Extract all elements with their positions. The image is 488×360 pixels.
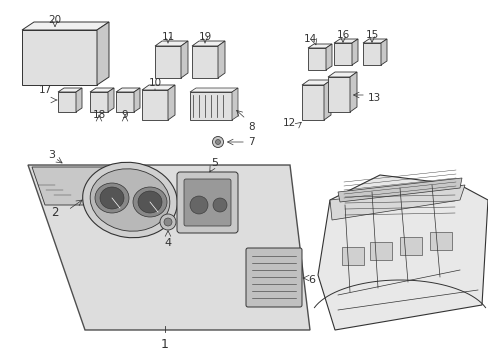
Polygon shape	[307, 48, 325, 70]
Polygon shape	[302, 85, 324, 120]
Polygon shape	[325, 44, 331, 70]
Polygon shape	[302, 80, 330, 85]
Polygon shape	[327, 72, 356, 77]
Polygon shape	[22, 22, 109, 30]
Ellipse shape	[100, 187, 124, 209]
Ellipse shape	[163, 218, 172, 226]
FancyBboxPatch shape	[183, 179, 230, 226]
Polygon shape	[327, 77, 349, 112]
Text: 2: 2	[51, 206, 59, 219]
Bar	[429, 232, 451, 250]
Ellipse shape	[160, 214, 176, 230]
Polygon shape	[168, 85, 175, 120]
Polygon shape	[108, 88, 114, 112]
Polygon shape	[134, 88, 140, 112]
Polygon shape	[58, 92, 76, 112]
Ellipse shape	[133, 187, 167, 217]
Polygon shape	[349, 72, 356, 112]
Text: 17: 17	[39, 85, 52, 95]
Ellipse shape	[90, 169, 169, 231]
Polygon shape	[218, 41, 224, 78]
Polygon shape	[192, 41, 224, 46]
Text: 6: 6	[307, 275, 314, 285]
Text: 8: 8	[247, 122, 254, 132]
Text: 18: 18	[92, 110, 105, 120]
Polygon shape	[317, 175, 487, 330]
FancyBboxPatch shape	[245, 248, 302, 307]
Polygon shape	[58, 88, 82, 92]
Bar	[341, 247, 363, 265]
Polygon shape	[28, 165, 309, 330]
Ellipse shape	[212, 136, 223, 148]
Polygon shape	[32, 167, 118, 205]
FancyBboxPatch shape	[177, 172, 238, 233]
Polygon shape	[90, 92, 108, 112]
Polygon shape	[324, 80, 330, 120]
Polygon shape	[155, 41, 187, 46]
Ellipse shape	[85, 53, 95, 63]
Bar	[190, 92, 231, 120]
Polygon shape	[181, 41, 187, 78]
Text: 13: 13	[367, 93, 381, 103]
Polygon shape	[22, 30, 97, 85]
Polygon shape	[142, 90, 168, 120]
Text: 20: 20	[48, 15, 61, 25]
Ellipse shape	[190, 196, 207, 214]
Polygon shape	[329, 185, 464, 220]
Text: 15: 15	[365, 30, 378, 40]
Bar	[369, 242, 391, 260]
Polygon shape	[351, 39, 357, 65]
Ellipse shape	[213, 198, 226, 212]
Polygon shape	[380, 39, 386, 65]
Ellipse shape	[95, 183, 129, 213]
Polygon shape	[333, 43, 351, 65]
Polygon shape	[116, 92, 134, 112]
Polygon shape	[333, 39, 357, 43]
Polygon shape	[90, 88, 114, 92]
Text: 5: 5	[211, 158, 218, 168]
Text: 7: 7	[247, 137, 254, 147]
Text: 14: 14	[303, 34, 316, 44]
Polygon shape	[142, 85, 175, 90]
Polygon shape	[231, 88, 238, 120]
Text: 9: 9	[122, 110, 128, 120]
Text: 16: 16	[336, 30, 349, 40]
Bar	[399, 237, 421, 255]
Polygon shape	[362, 43, 380, 65]
Ellipse shape	[82, 162, 177, 238]
Text: 4: 4	[164, 238, 171, 248]
Polygon shape	[97, 22, 109, 85]
Text: 10: 10	[148, 78, 161, 88]
Ellipse shape	[138, 191, 162, 213]
Polygon shape	[116, 88, 140, 92]
Text: 11: 11	[161, 32, 174, 42]
Text: 12: 12	[282, 118, 295, 128]
Polygon shape	[362, 39, 386, 43]
Polygon shape	[155, 46, 181, 78]
Polygon shape	[307, 44, 331, 48]
Text: 1: 1	[161, 338, 168, 351]
Polygon shape	[76, 88, 82, 112]
Polygon shape	[337, 178, 461, 202]
Polygon shape	[190, 88, 238, 92]
Ellipse shape	[215, 140, 220, 144]
Text: 19: 19	[198, 32, 211, 42]
Polygon shape	[192, 46, 218, 78]
Text: 3: 3	[48, 150, 55, 160]
